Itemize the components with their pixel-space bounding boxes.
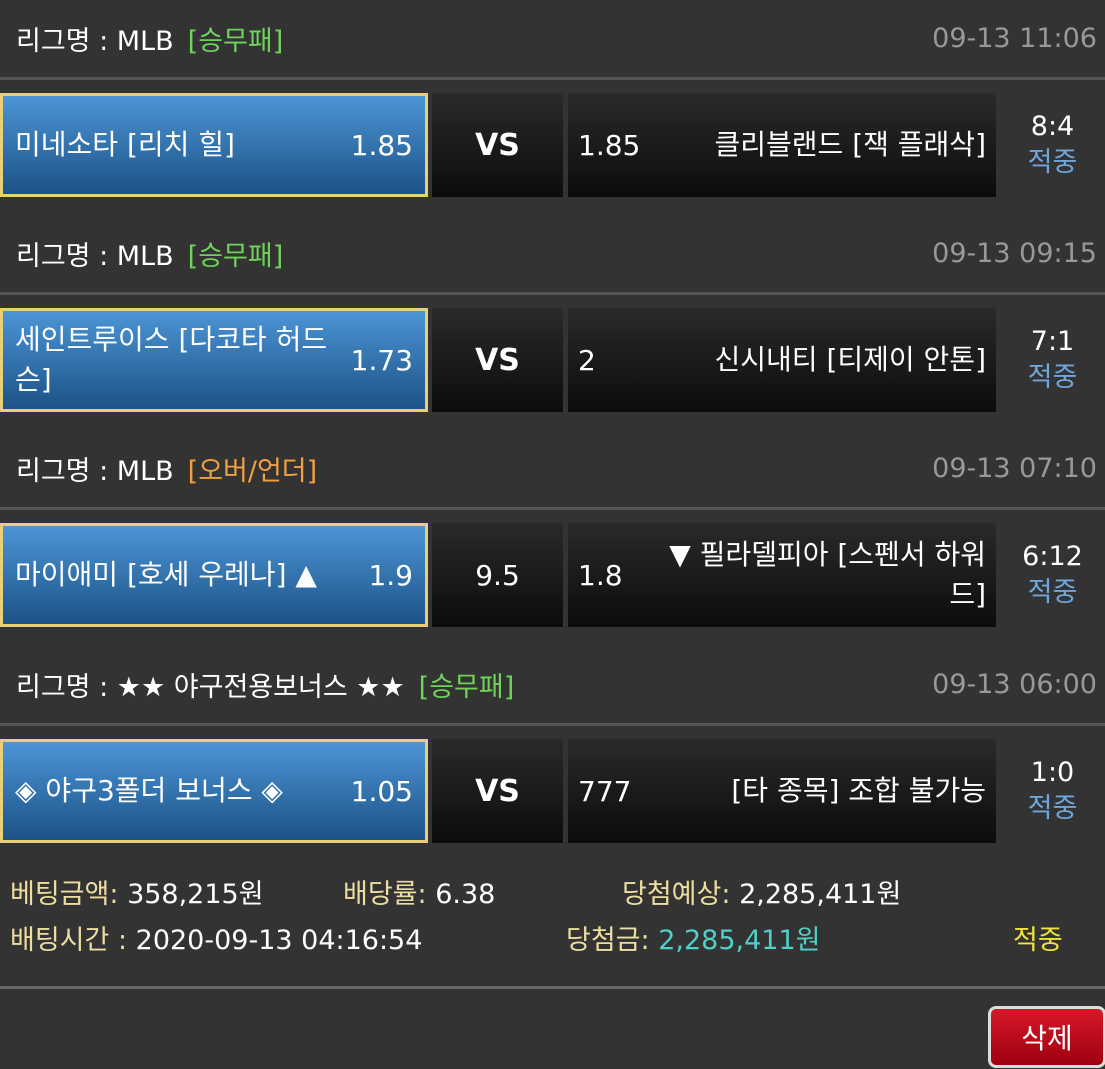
away-pick[interactable]: 2 신시내티 [티제이 안톤] [568,308,996,412]
bet-amount-label: 베팅금액: [10,879,119,910]
home-team: 미네소타 [리치 힐] [15,128,235,161]
home-team: ◈ 야구3폴더 보너스 ◈ [15,774,283,807]
home-team: 세인트루이스 [다코타 허드슨] [15,323,328,396]
bet-status: 적중 [1013,925,1063,956]
bet-item: 리그명 : MLB [오버/언더] 09-13 07:10 마이애미 [호세 우… [0,430,1105,645]
home-odds: 1.9 [368,558,413,592]
bet-time-label: 배팅시간 : [10,925,128,956]
away-pick[interactable]: 1.85 클리블랜드 [잭 플래삭] [568,93,996,197]
away-odds: 1.85 [578,128,641,162]
league-name: 리그명 : MLB [16,241,174,272]
bet-type: [승무패] [187,241,284,272]
home-odds: 1.73 [350,343,413,377]
score-cell: 6:12 적중 [1000,523,1105,627]
match-row: 세인트루이스 [다코타 허드슨] 1.73 VS 2 신시내티 [티제이 안톤]… [0,308,1105,412]
league-header: 리그명 : ★★ 야구전용보너스 ★★ [승무패] 09-13 06:00 [0,646,1105,726]
bet-time-value: 2020-09-13 04:16:54 [135,925,423,956]
home-team: 마이애미 [호세 우레나] ▲ [15,558,317,591]
league-name: 리그명 : ★★ 야구전용보너스 ★★ [16,672,405,703]
win-amount-label: 당첨금: [566,925,650,956]
odds-rate-label: 배당률: [343,879,427,910]
league-header: 리그명 : MLB [승무패] 09-13 09:15 [0,215,1105,295]
expected-win-value: 2,285,411원 [739,879,902,910]
bet-type: [오버/언더] [187,456,318,487]
league-name: 리그명 : MLB [16,456,174,487]
home-pick[interactable]: 마이애미 [호세 우레나] ▲ 1.9 [0,523,428,627]
delete-button[interactable]: 삭제 [988,1006,1105,1068]
bet-item: 리그명 : ★★ 야구전용보너스 ★★ [승무패] 09-13 06:00 ◈ … [0,646,1105,861]
match-row: 마이애미 [호세 우레나] ▲ 1.9 9.5 1.8 ▼ 필라델피아 [스펜서… [0,523,1105,627]
result: 적중 [1027,793,1078,824]
away-odds: 2 [578,343,596,377]
win-amount-value: 2,285,411원 [658,925,821,956]
score: 8:4 [1030,111,1075,142]
match-row: ◈ 야구3폴더 보너스 ◈ 1.05 VS 777 [타 종목] 조합 불가능 … [0,739,1105,843]
bet-item: 리그명 : MLB [승무패] 09-13 09:15 세인트루이스 [다코타 … [0,215,1105,430]
vs-cell: 9.5 [432,523,563,627]
bet-time: 배팅시간 : 2020-09-13 04:16:54 [10,918,422,957]
bet-amount: 358,215원 [127,879,264,910]
expected-win: 당첨예상: 2,285,411원 [622,872,901,911]
league-header: 리그명 : MLB [승무패] 09-13 11:06 [0,0,1105,80]
away-team: 신시내티 [티제이 안톤] [714,343,987,376]
summary-line-1: 베팅금액: 358,215원 [10,872,264,911]
expected-win-label: 당첨예상: [622,879,731,910]
score-cell: 8:4 적중 [1000,93,1105,197]
match-time: 09-13 06:00 [932,669,1097,700]
score: 1:0 [1030,757,1075,788]
result: 적중 [1027,362,1078,393]
win-amount: 당첨금: 2,285,411원 [566,918,820,957]
away-odds: 1.8 [578,558,623,592]
divider [0,986,1105,989]
result: 적중 [1027,577,1078,608]
league-header: 리그명 : MLB [오버/언더] 09-13 07:10 [0,430,1105,510]
home-odds: 1.85 [350,128,413,162]
away-team: ▼ 필라델피아 [스펜서 하워드] [669,538,986,611]
bet-type: [승무패] [418,672,515,703]
score-cell: 7:1 적중 [1000,308,1105,412]
vs-cell: VS [432,308,563,412]
away-pick[interactable]: 1.8 ▼ 필라델피아 [스펜서 하워드] [568,523,996,627]
score: 7:1 [1030,326,1075,357]
odds-rate: 배당률: 6.38 [343,872,495,911]
match-time: 09-13 11:06 [932,23,1097,54]
bet-type: [승무패] [187,26,284,57]
home-odds: 1.05 [350,774,413,808]
match-time: 09-13 09:15 [932,238,1097,269]
match-time: 09-13 07:10 [932,453,1097,484]
home-pick[interactable]: ◈ 야구3폴더 보너스 ◈ 1.05 [0,739,428,843]
vs-cell: VS [432,93,563,197]
bet-item: 리그명 : MLB [승무패] 09-13 11:06 미네소타 [리치 힐] … [0,0,1105,215]
vs-cell: VS [432,739,563,843]
away-odds: 777 [578,774,632,808]
match-row: 미네소타 [리치 힐] 1.85 VS 1.85 클리블랜드 [잭 플래삭] 8… [0,93,1105,197]
away-pick[interactable]: 777 [타 종목] 조합 불가능 [568,739,996,843]
odds-rate-value: 6.38 [435,879,496,910]
away-team: 클리블랜드 [잭 플래삭] [714,128,987,161]
league-name: 리그명 : MLB [16,26,174,57]
score-cell: 1:0 적중 [1000,739,1105,843]
result: 적중 [1027,147,1078,178]
away-team: [타 종목] 조합 불가능 [731,774,986,807]
home-pick[interactable]: 세인트루이스 [다코타 허드슨] 1.73 [0,308,428,412]
home-pick[interactable]: 미네소타 [리치 힐] 1.85 [0,93,428,197]
score: 6:12 [1022,541,1083,572]
